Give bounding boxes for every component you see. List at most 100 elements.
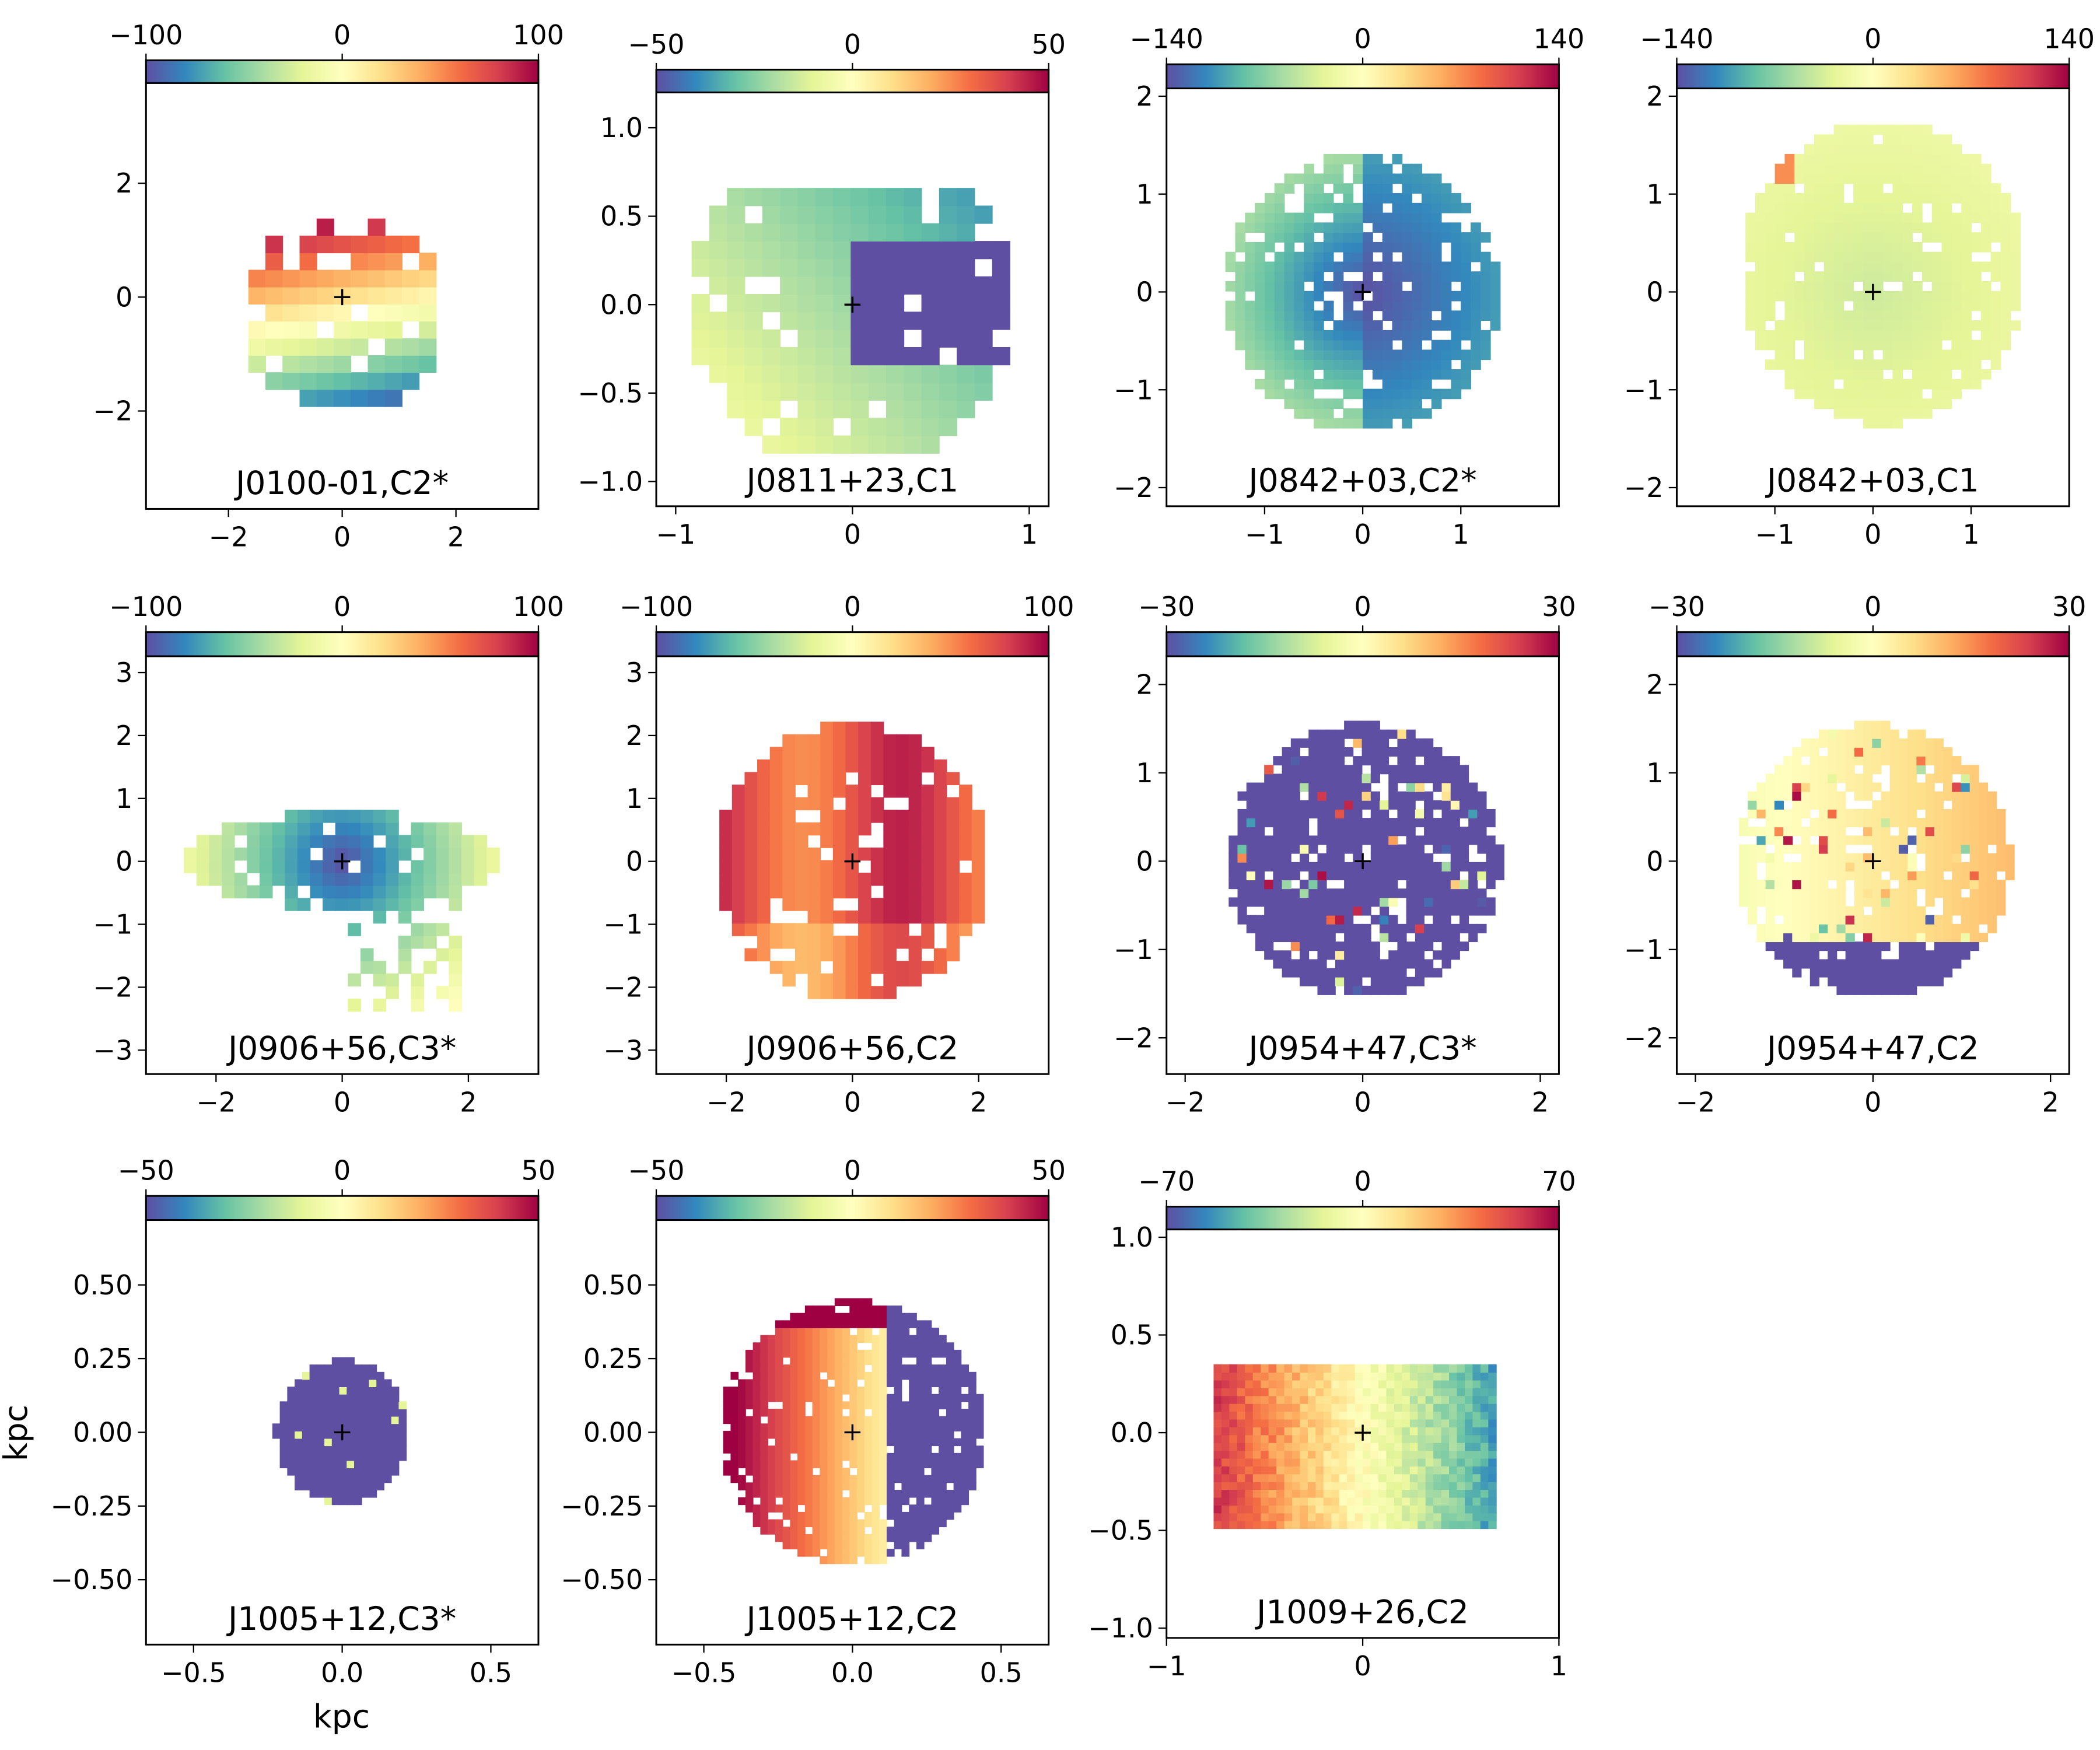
velocity-pixel: [691, 294, 710, 313]
velocity-pixel: [354, 1379, 362, 1388]
velocity-pixel: [1931, 144, 1943, 155]
velocity-pixel: [1881, 888, 1891, 898]
velocity-pixel: [1490, 290, 1501, 302]
velocity-pixel: [1814, 251, 1825, 262]
velocity-pixel: [1363, 153, 1373, 164]
velocity-pixel: [1397, 870, 1407, 881]
velocity-pixel: [916, 1349, 925, 1358]
velocity-pixel: [1872, 827, 1882, 836]
velocity-pixel: [975, 1401, 984, 1409]
velocity-pixel: [1363, 261, 1373, 272]
velocity-pixel: [1794, 261, 1805, 272]
velocity-pixel: [1854, 774, 1864, 783]
velocity-pixel: [1828, 942, 1838, 951]
velocity-pixel: [1255, 222, 1265, 233]
velocity-pixel: [1441, 923, 1451, 933]
velocity-pixel: [1450, 932, 1460, 943]
velocity-pixel: [302, 1430, 310, 1439]
velocity-pixel: [1828, 862, 1838, 872]
velocity-pixel: [1397, 800, 1407, 810]
velocity-pixel: [1784, 193, 1796, 204]
velocity-pixel: [1792, 862, 1802, 872]
velocity-pixel: [1264, 774, 1274, 783]
velocity-pixel: [1317, 765, 1327, 775]
velocity-pixel: [348, 898, 361, 911]
velocity-pixel: [1394, 1497, 1403, 1506]
velocity-pixel: [775, 1534, 783, 1542]
velocity-pixel: [1362, 906, 1371, 916]
velocity-pixel: [1854, 738, 1864, 748]
velocity-pixel: [335, 822, 349, 836]
velocity-pixel: [1845, 915, 1855, 925]
velocity-pixel: [449, 935, 462, 949]
velocity-pixel: [1971, 290, 1982, 302]
velocity-pixel: [1490, 310, 1501, 321]
velocity-pixel: [904, 241, 922, 260]
velocity-pixel: [1951, 349, 1962, 360]
velocity-pixel: [827, 1335, 835, 1343]
velocity-pixel: [1853, 251, 1864, 262]
velocity-pixel: [1353, 844, 1363, 854]
velocity-pixel: [1382, 242, 1393, 253]
velocity-pixel: [857, 1527, 865, 1535]
velocity-pixel: [1468, 782, 1478, 792]
velocity-pixel: [908, 873, 922, 886]
velocity-pixel: [1344, 765, 1354, 775]
velocity-pixel: [812, 1460, 821, 1468]
velocity-pixel: [1794, 163, 1805, 174]
velocity-pixel: [1300, 1505, 1308, 1514]
velocity-pixel: [1255, 340, 1265, 351]
y-tick-label: −2: [1624, 472, 1664, 503]
velocity-pixel: [351, 253, 369, 271]
velocity-pixel: [820, 910, 834, 924]
velocity-pixel: [1363, 242, 1373, 253]
velocity-pixel: [780, 312, 799, 330]
velocity-pixel: [1412, 340, 1422, 351]
velocity-pixel: [302, 1438, 310, 1447]
velocity-pixel: [775, 1320, 783, 1328]
velocity-pixel: [1290, 818, 1300, 828]
velocity-pixel: [1406, 880, 1416, 890]
velocity-pixel: [1941, 330, 1952, 341]
velocity-pixel: [1774, 870, 1784, 881]
velocity-pixel: [691, 346, 710, 366]
velocity-pixel: [1863, 827, 1873, 836]
velocity-pixel: [959, 873, 972, 886]
velocity-pixel: [279, 1452, 288, 1461]
velocity-pixel: [886, 241, 905, 260]
velocity-pixel: [279, 1446, 288, 1454]
velocity-pixel: [1987, 800, 1997, 810]
y-tick-label: 0: [626, 846, 643, 877]
velocity-pixel: [872, 1312, 880, 1321]
velocity-pixel: [842, 1468, 850, 1476]
velocity-pixel: [335, 898, 349, 911]
velocity-pixel: [820, 1468, 828, 1476]
velocity-pixel: [1902, 290, 1913, 302]
velocity-pixel: [790, 1468, 799, 1476]
velocity-pixel: [196, 835, 210, 848]
colorbar-tick-label: −30: [1138, 591, 1195, 622]
velocity-pixel: [1916, 959, 1926, 969]
velocity-pixel: [1237, 897, 1247, 907]
velocity-pixel: [1362, 959, 1371, 969]
velocity-pixel: [1882, 202, 1894, 214]
velocity-pixel: [449, 973, 462, 987]
velocity-pixel: [1810, 880, 1819, 890]
panel-label: J0954+47,C3*: [1247, 1030, 1476, 1067]
velocity-pixel: [1943, 959, 1953, 969]
velocity-pixel: [1863, 369, 1874, 380]
velocity-pixel: [1836, 827, 1846, 836]
velocity-pixel: [2005, 862, 2015, 872]
velocity-pixel: [436, 948, 450, 962]
velocity-pixel: [904, 418, 922, 436]
velocity-pixel: [933, 810, 947, 823]
velocity-pixel: [931, 1349, 940, 1358]
velocity-pixel: [1745, 300, 1756, 312]
velocity-pixel: [1323, 163, 1334, 174]
velocity-pixel: [1892, 183, 1903, 194]
velocity-pixel: [1235, 320, 1246, 331]
velocity-pixel: [921, 241, 940, 260]
velocity-pixel: [939, 1335, 947, 1343]
velocity-pixel: [1333, 202, 1344, 214]
